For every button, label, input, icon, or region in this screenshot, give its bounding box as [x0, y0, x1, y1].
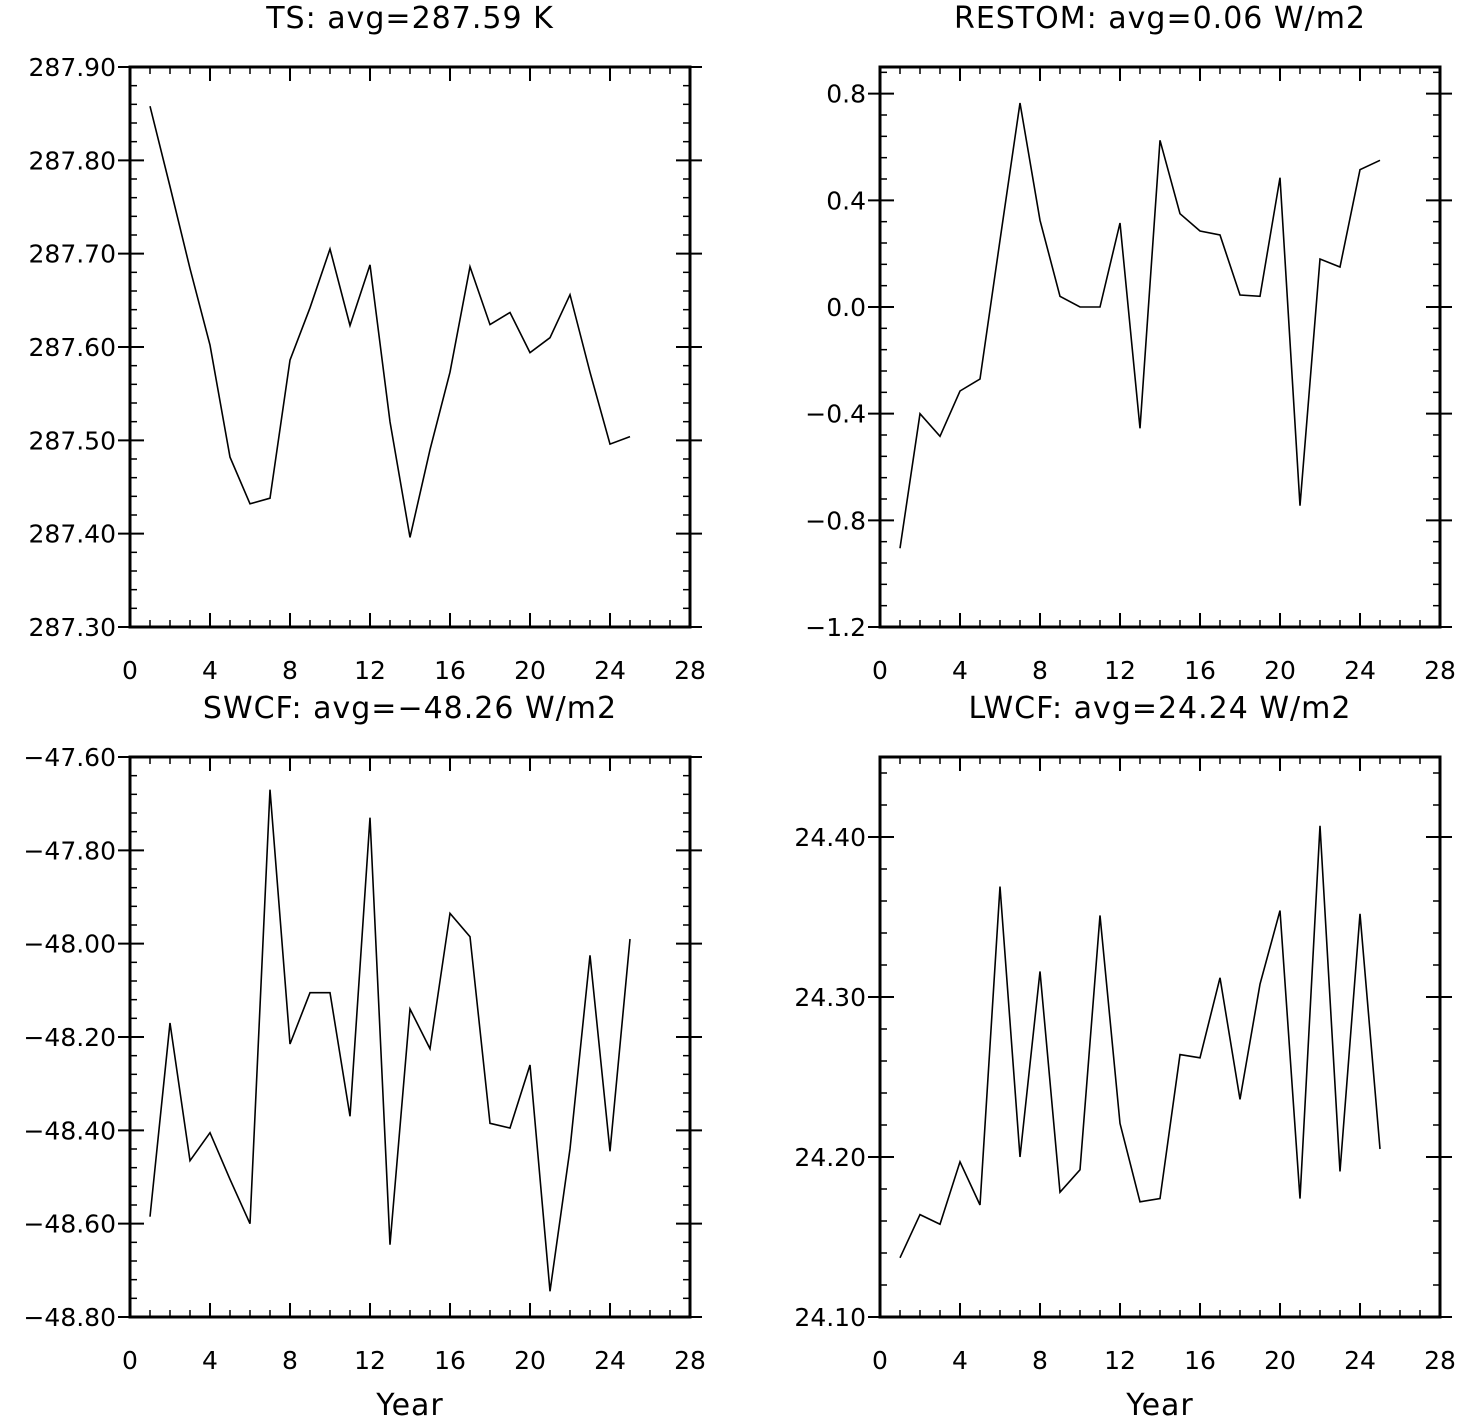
y-tick-label: 24.20: [794, 1143, 866, 1172]
series-line: [149, 106, 631, 538]
y-tick-label: 287.90: [29, 53, 116, 82]
y-tick-label: 287.40: [29, 520, 116, 549]
x-tick-label: 4: [952, 656, 968, 685]
x-tick-label: 24: [1344, 656, 1376, 685]
y-tick-label: −48.40: [23, 1116, 116, 1145]
x-tick-label: 16: [1184, 1346, 1216, 1375]
x-tick-label: 20: [514, 1346, 546, 1375]
y-tick-label: −48.20: [23, 1023, 116, 1052]
y-tick-label: −1.2: [805, 613, 866, 642]
plot-frame: [128, 755, 692, 1319]
panel-title: SWCF: avg=−48.26 W/m2: [203, 691, 617, 726]
y-tick-label: −47.80: [23, 836, 116, 865]
x-tick-label: 20: [1264, 656, 1296, 685]
series-line: [149, 789, 631, 1292]
x-tick-label: 12: [354, 656, 386, 685]
y-tick-label: 287.70: [29, 240, 116, 269]
x-tick-label: 4: [952, 1346, 968, 1375]
x-tick-label: 28: [674, 1346, 706, 1375]
x-tick-label: 0: [122, 1346, 138, 1375]
y-tick-label: 287.60: [29, 333, 116, 362]
x-tick-label: 20: [1264, 1346, 1296, 1375]
x-tick-label: 16: [434, 1346, 466, 1375]
x-tick-label: 0: [872, 1346, 888, 1375]
y-tick-label: 24.10: [794, 1303, 866, 1332]
x-tick-label: 24: [1344, 1346, 1376, 1375]
x-tick-label: 4: [202, 656, 218, 685]
plot-frame: [878, 755, 1442, 1319]
x-tick-label: 8: [1032, 656, 1048, 685]
x-tick-label: 28: [1424, 1346, 1456, 1375]
x-tick-label: 16: [1184, 656, 1216, 685]
x-tick-label: 16: [434, 656, 466, 685]
y-tick-label: 287.30: [29, 613, 116, 642]
x-tick-label: 8: [282, 1346, 298, 1375]
x-tick-label: 8: [1032, 1346, 1048, 1375]
x-axis-label: Year: [1125, 1388, 1194, 1416]
x-tick-label: 4: [202, 1346, 218, 1375]
y-tick-label: 287.50: [29, 426, 116, 455]
y-tick-label: 0.8: [826, 80, 866, 109]
x-tick-label: 20: [514, 656, 546, 685]
plot-frame: [128, 65, 692, 629]
x-tick-label: 0: [872, 656, 888, 685]
panel-title: RESTOM: avg=0.06 W/m2: [954, 1, 1366, 36]
panel-title: LWCF: avg=24.24 W/m2: [969, 691, 1352, 726]
y-tick-label: −0.8: [805, 506, 866, 535]
swcf-panel: SWCF: avg=−48.26 W/m2 Year 0 4 8 12 16 20 24 28…: [23, 691, 705, 1416]
x-tick-label: 0: [122, 656, 138, 685]
x-tick-label: 28: [674, 656, 706, 685]
restom-panel: RESTOM: avg=0.06 W/m2 0 4 8 12 16 20 24 28 −1.2 −…: [805, 1, 1456, 685]
x-tick-label: 28: [1424, 656, 1456, 685]
y-tick-label: −47.60: [23, 743, 116, 772]
series-line: [899, 825, 1381, 1259]
lwcf-panel: LWCF: avg=24.24 W/m2 Year 0 4 8 12 16 20 24 28 2…: [794, 691, 1455, 1416]
series-line: [899, 102, 1381, 549]
ts-panel: TS: avg=287.59 K 0 4 8 12 16 20 24 28 287.30 287.…: [29, 1, 706, 685]
x-tick-label: 24: [594, 656, 626, 685]
y-tick-label: −48.60: [23, 1210, 116, 1239]
y-tick-label: −48.00: [23, 930, 116, 959]
x-tick-label: 12: [1104, 656, 1136, 685]
y-tick-label: −0.4: [805, 400, 866, 429]
x-tick-label: 12: [354, 1346, 386, 1375]
y-tick-label: 287.80: [29, 146, 116, 175]
x-tick-label: 12: [1104, 1346, 1136, 1375]
y-tick-label: 24.40: [794, 823, 866, 852]
panel-title: TS: avg=287.59 K: [265, 1, 554, 36]
y-tick-label: −48.80: [23, 1303, 116, 1332]
x-tick-label: 24: [594, 1346, 626, 1375]
y-tick-label: 24.30: [794, 983, 866, 1012]
x-axis-label: Year: [375, 1388, 444, 1416]
y-tick-label: 0.0: [826, 293, 866, 322]
y-tick-label: 0.4: [826, 186, 866, 215]
x-tick-label: 8: [282, 656, 298, 685]
